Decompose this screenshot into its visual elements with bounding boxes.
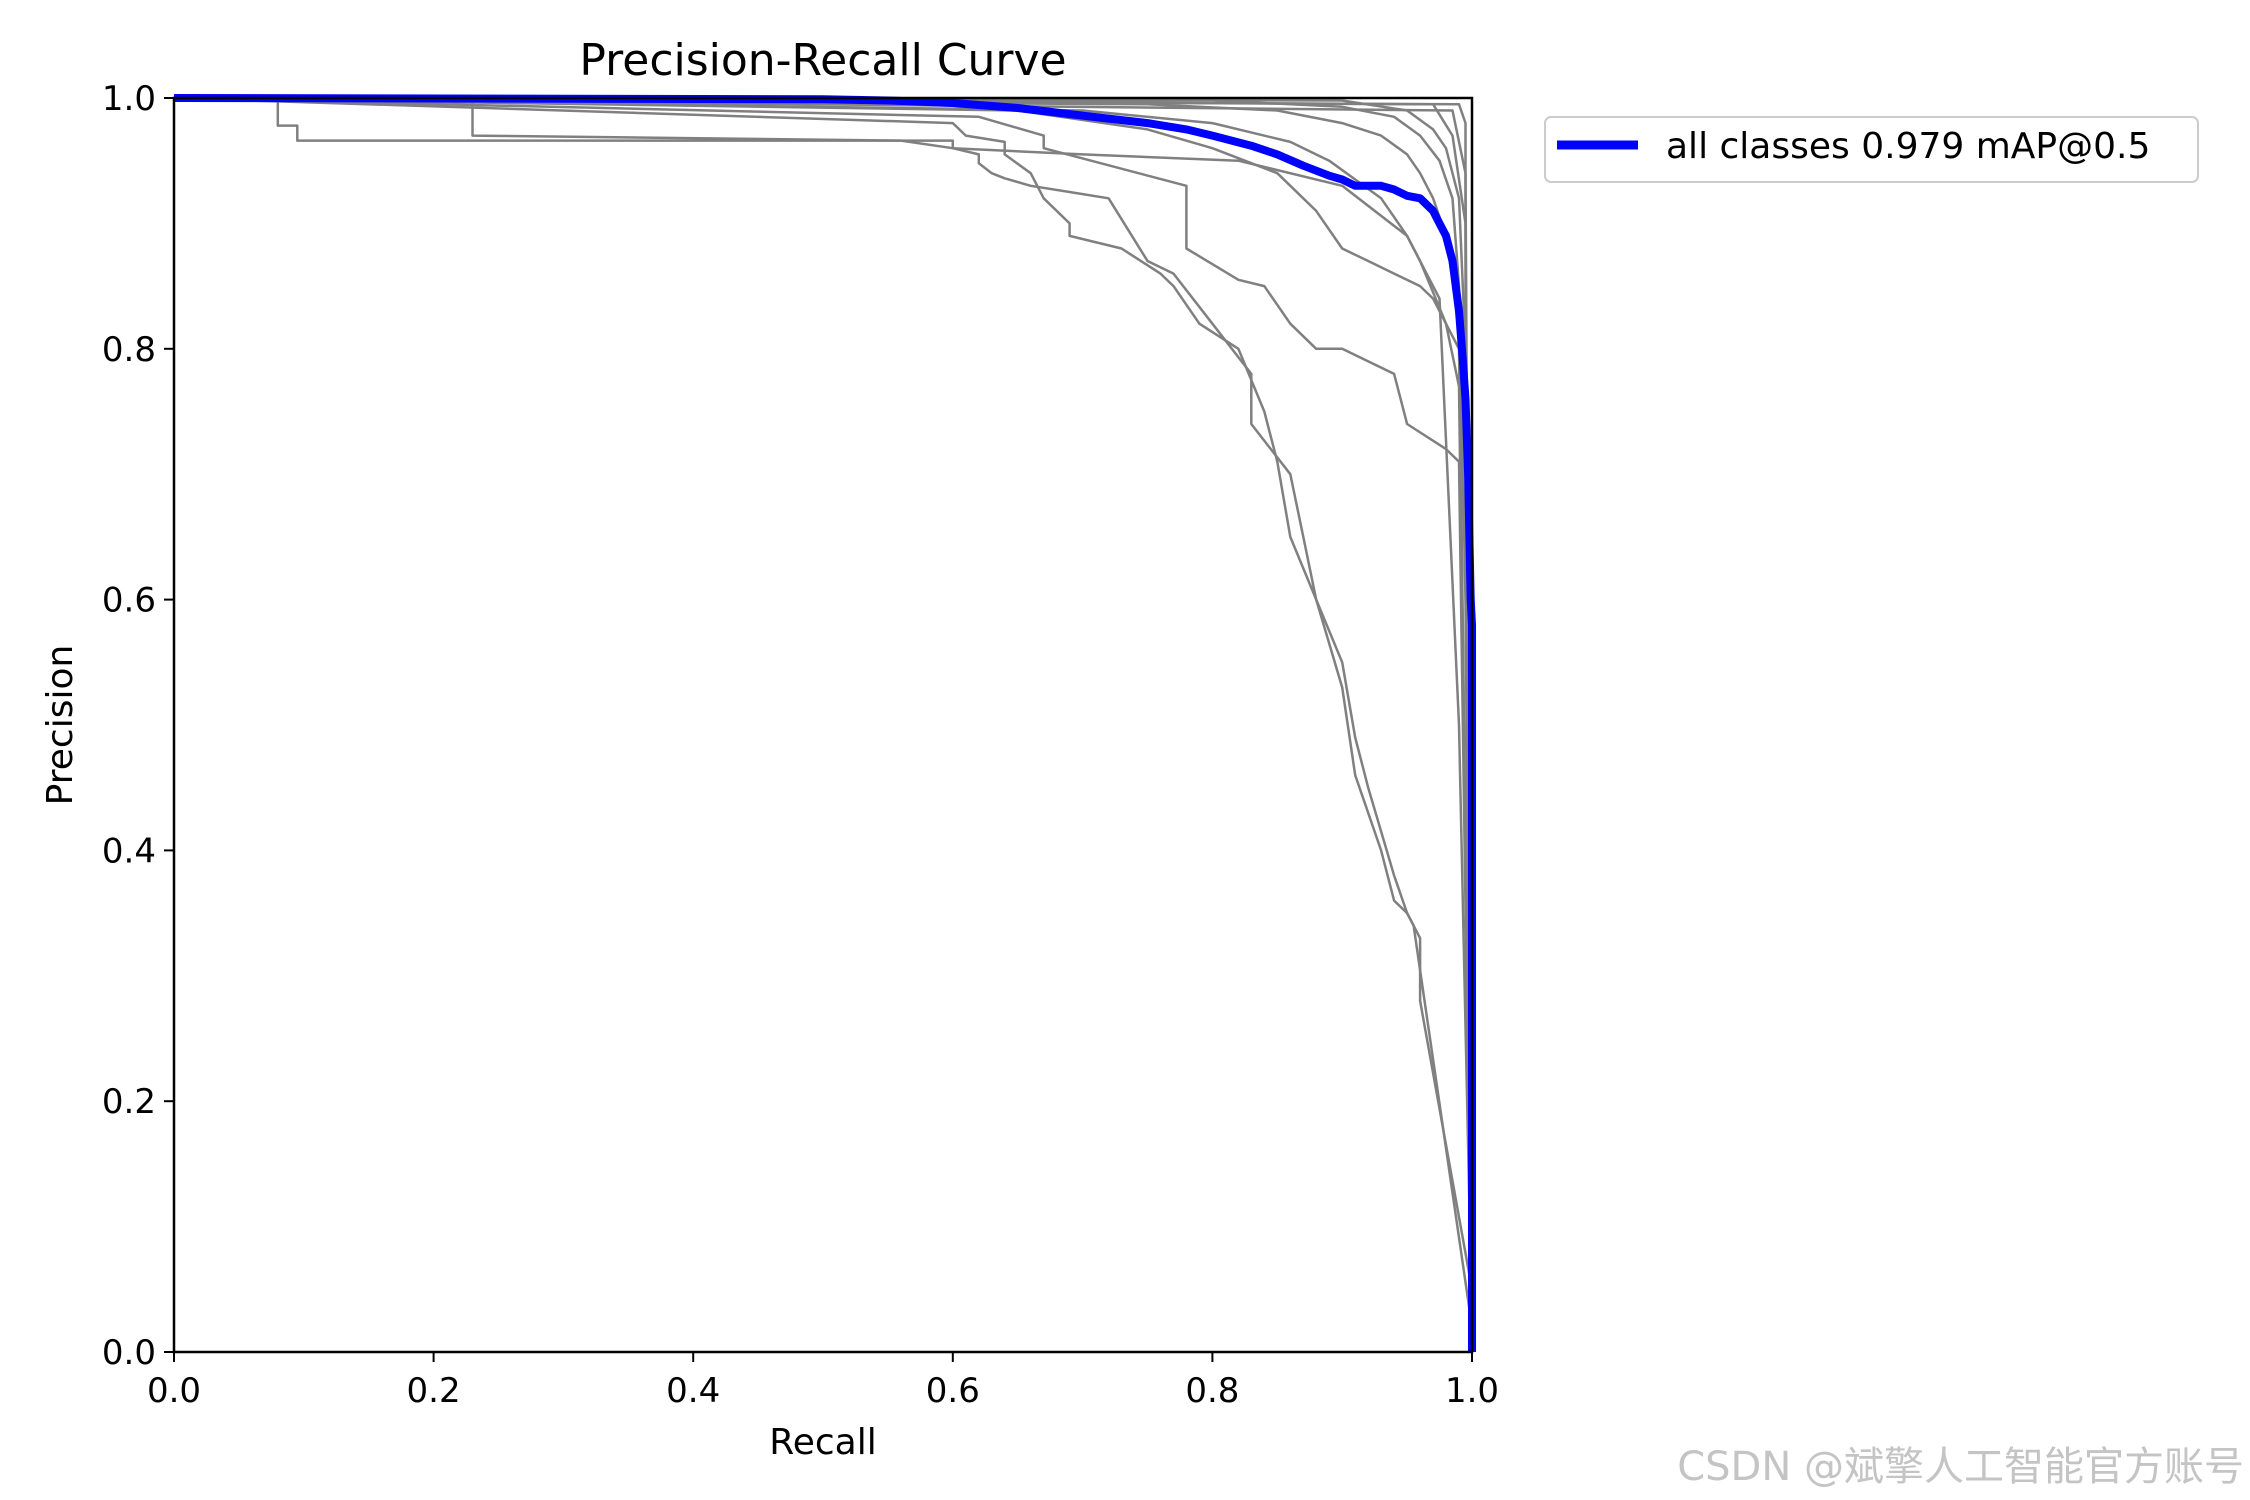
legend-label: all classes 0.979 mAP@0.5: [1666, 126, 2150, 167]
x-tick-label: 1.0: [1445, 1371, 1499, 1411]
series-class-9: [173, 96, 1474, 1353]
series-class-8: [173, 96, 1474, 1352]
x-axis-label: Recall: [769, 1422, 876, 1463]
y-tick-label: 0.6: [102, 581, 156, 621]
series-class-1: [174, 96, 1474, 1328]
series-class-10: [173, 96, 1474, 1353]
series-class-4: [173, 96, 1474, 1353]
y-tick-label: 0.8: [102, 330, 156, 370]
series-class-11: [173, 96, 1474, 1353]
series-class-5: [173, 96, 1474, 1353]
legend: all classes 0.979 mAP@0.5: [1544, 116, 2199, 183]
chart-title: Precision-Recall Curve: [579, 35, 1066, 86]
y-axis-label: Precision: [40, 645, 81, 806]
y-tick-label: 0.0: [102, 1333, 156, 1373]
legend-frame: [1544, 116, 2199, 183]
x-tick-label: 0.4: [666, 1371, 720, 1411]
x-tick-label: 0.6: [926, 1371, 980, 1411]
x-tick-label: 0.8: [1185, 1371, 1239, 1411]
y-tick-label: 0.2: [102, 1082, 156, 1122]
series-class-3: [173, 96, 1474, 1353]
series-class-6: [173, 96, 1474, 1353]
x-axis-ticks: 0.0 0.2 0.4 0.6 0.8 1.0: [147, 1352, 1499, 1411]
y-axis-ticks: 0.0 0.2 0.4 0.6 0.8 1.0: [102, 79, 174, 1373]
series-layer: [173, 94, 1476, 1353]
x-tick-label: 0.2: [407, 1371, 461, 1411]
x-tick-label: 0.0: [147, 1371, 201, 1411]
series-all-classes: [173, 94, 1476, 1352]
series-class-2: [173, 96, 1474, 1290]
plot-frame: [172, 96, 1474, 1354]
series-class-0: [174, 96, 1474, 1352]
series-class-7: [173, 96, 1474, 1353]
y-tick-label: 1.0: [102, 79, 156, 119]
y-tick-label: 0.4: [102, 831, 156, 871]
watermark: CSDN @斌擎人工智能官方账号: [1677, 1444, 2244, 1490]
